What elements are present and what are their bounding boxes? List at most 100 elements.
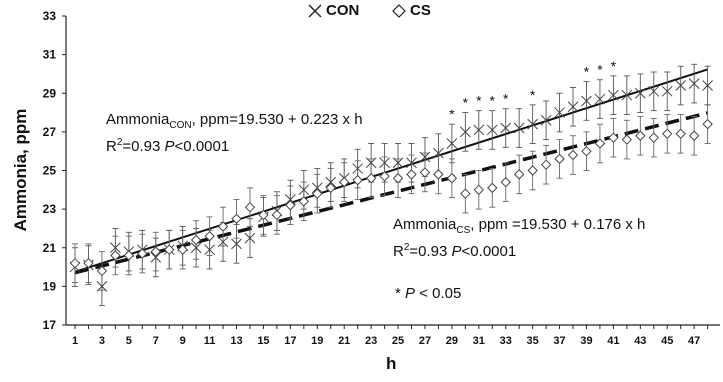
data-point-cs (312, 188, 323, 199)
x-tick-label: 33 (500, 335, 512, 347)
data-point-con (446, 138, 458, 149)
data-point-con (486, 124, 498, 136)
data-point-cs (419, 167, 431, 178)
data-point-con (594, 93, 606, 105)
legend-cs: CS (392, 2, 431, 19)
x-tick-label: 23 (365, 335, 377, 347)
data-point-con (96, 281, 108, 292)
data-point-con (702, 80, 713, 91)
data-point-con (285, 194, 296, 205)
data-point-con (554, 107, 565, 118)
x-tick-label: 31 (473, 335, 485, 347)
y-tick-label: 25 (43, 164, 57, 178)
data-point-cs (285, 200, 296, 211)
data-point-con (500, 122, 512, 134)
significance-star: * (449, 106, 455, 122)
y-tick-label: 23 (43, 202, 57, 216)
data-point-con (190, 242, 202, 254)
data-point-cs (635, 130, 646, 141)
chart-axes (62, 15, 720, 329)
data-point-cs (648, 132, 659, 143)
data-point-cs (662, 128, 673, 140)
data-point-con (675, 80, 687, 91)
cs-r2: R2=0.93 P<0.0001 (393, 242, 517, 260)
data-point-cs (500, 176, 511, 188)
data-point-cs (608, 132, 619, 143)
data-point-cs (365, 173, 377, 184)
data-point-con (621, 89, 633, 101)
con-equation: AmmoniaCON, ppm=19.530 + 0.223 x h (106, 111, 363, 131)
data-point-cs (190, 234, 202, 246)
significance-star: * (530, 87, 536, 103)
x-tick-label: 35 (527, 335, 539, 347)
data-point-cs (621, 134, 633, 145)
data-point-con (204, 244, 215, 256)
fit-lines (74, 68, 709, 275)
error-bars (72, 63, 711, 307)
data-point-con (661, 85, 673, 97)
data-point-cs (164, 244, 175, 255)
data-point-con (567, 101, 579, 113)
data-point-cs (581, 145, 592, 157)
data-point-cs (204, 230, 215, 242)
y-tick-label: 27 (43, 125, 57, 139)
significance-star: * (611, 58, 617, 74)
x-tick-label: 1 (72, 335, 78, 347)
significance-note: * P < 0.05 (395, 285, 462, 302)
data-point-con (634, 87, 646, 99)
data-point-cs (96, 265, 108, 277)
data-point-cs (527, 165, 538, 176)
data-point-con (244, 232, 256, 244)
data-point-con (110, 242, 121, 254)
y-tick-label: 31 (43, 48, 57, 62)
x-tick-label: 39 (580, 335, 592, 347)
data-point-cs (460, 188, 471, 199)
data-point-cs (69, 257, 81, 269)
data-point-cs (217, 221, 229, 232)
legend-label-con: CON (326, 2, 360, 19)
data-point-con (325, 176, 337, 188)
data-point-con (608, 89, 619, 101)
data-point-con (433, 147, 444, 159)
data-point-con (406, 157, 417, 169)
x-marker-icon (308, 4, 322, 17)
data-point-cs (352, 174, 363, 186)
x-tick-label: 47 (688, 335, 700, 347)
x-tick-label: 45 (661, 335, 673, 347)
x-tick-label: 27 (419, 335, 431, 347)
data-point-con (527, 118, 538, 130)
data-point-con (365, 157, 377, 169)
x-tick-label: 3 (99, 335, 105, 347)
data-point-con (352, 163, 364, 174)
data-point-con (688, 78, 700, 89)
data-point-cs (513, 169, 525, 180)
x-tick-label: 29 (446, 335, 458, 347)
data-point-cs (338, 176, 350, 188)
data-point-cs (540, 159, 552, 170)
x-tick-label: 25 (392, 335, 404, 347)
data-point-cs (325, 182, 336, 194)
y-axis-label: Ammonia, ppm (11, 108, 30, 232)
x-tick-label: 15 (257, 335, 269, 347)
data-point-con (392, 157, 404, 169)
significance-star: * (597, 62, 603, 78)
y-tick-label: 19 (43, 279, 57, 293)
data-point-con (298, 184, 310, 196)
fit-line-con (74, 68, 708, 273)
data-point-cs (554, 153, 565, 165)
data-point-cs (433, 169, 444, 180)
data-point-cs (271, 209, 283, 221)
y-tick-label: 17 (43, 318, 57, 332)
data-point-con (473, 124, 485, 136)
data-point-con (419, 151, 431, 163)
y-tick-label: 29 (43, 86, 57, 100)
data-point-con (459, 126, 471, 138)
data-point-con (311, 182, 323, 194)
x-tick-label: 21 (338, 335, 350, 347)
data-point-cs (594, 138, 606, 149)
data-markers (69, 78, 713, 292)
significance-star: * (503, 91, 509, 107)
data-point-cs (137, 248, 148, 259)
y-tick-label: 21 (43, 241, 57, 255)
